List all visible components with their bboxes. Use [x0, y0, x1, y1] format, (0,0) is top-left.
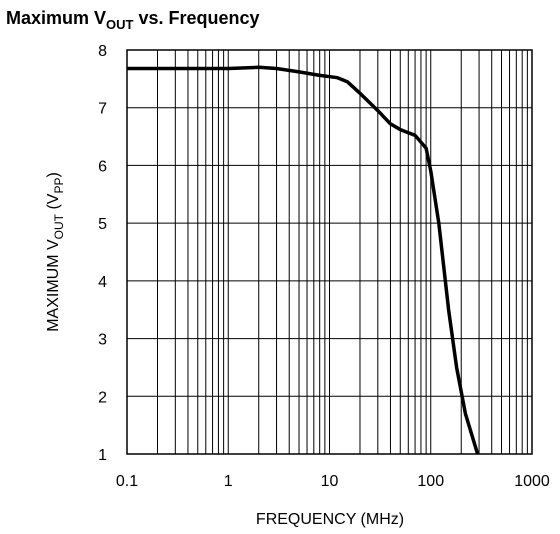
y-tick-label: 7 — [98, 101, 107, 118]
x-axis-label: FREQUENCY (MHz) — [256, 511, 404, 528]
y-tick-label: 1 — [98, 447, 107, 464]
y-axis-label: MAXIMUM VOUT (VPP) — [45, 172, 66, 332]
line — [127, 65, 480, 455]
x-tick-label: 1000 — [514, 473, 550, 490]
y-tick-label: 2 — [98, 389, 107, 406]
x-tick-label: 10 — [321, 473, 339, 490]
x-tick-label: 1 — [224, 473, 233, 490]
y-tick-label: 5 — [98, 216, 107, 233]
y-tick-label: 8 — [98, 43, 107, 60]
x-tick-label: 100 — [417, 473, 444, 490]
y-tick-label: 4 — [98, 274, 107, 291]
y-tick-label: 3 — [98, 332, 107, 349]
x-tick-label: 0.1 — [116, 473, 138, 490]
y-tick-label: 6 — [98, 158, 107, 175]
plot-frame — [126, 49, 533, 455]
chart-title: Maximum VOUT vs. Frequency — [6, 8, 260, 32]
